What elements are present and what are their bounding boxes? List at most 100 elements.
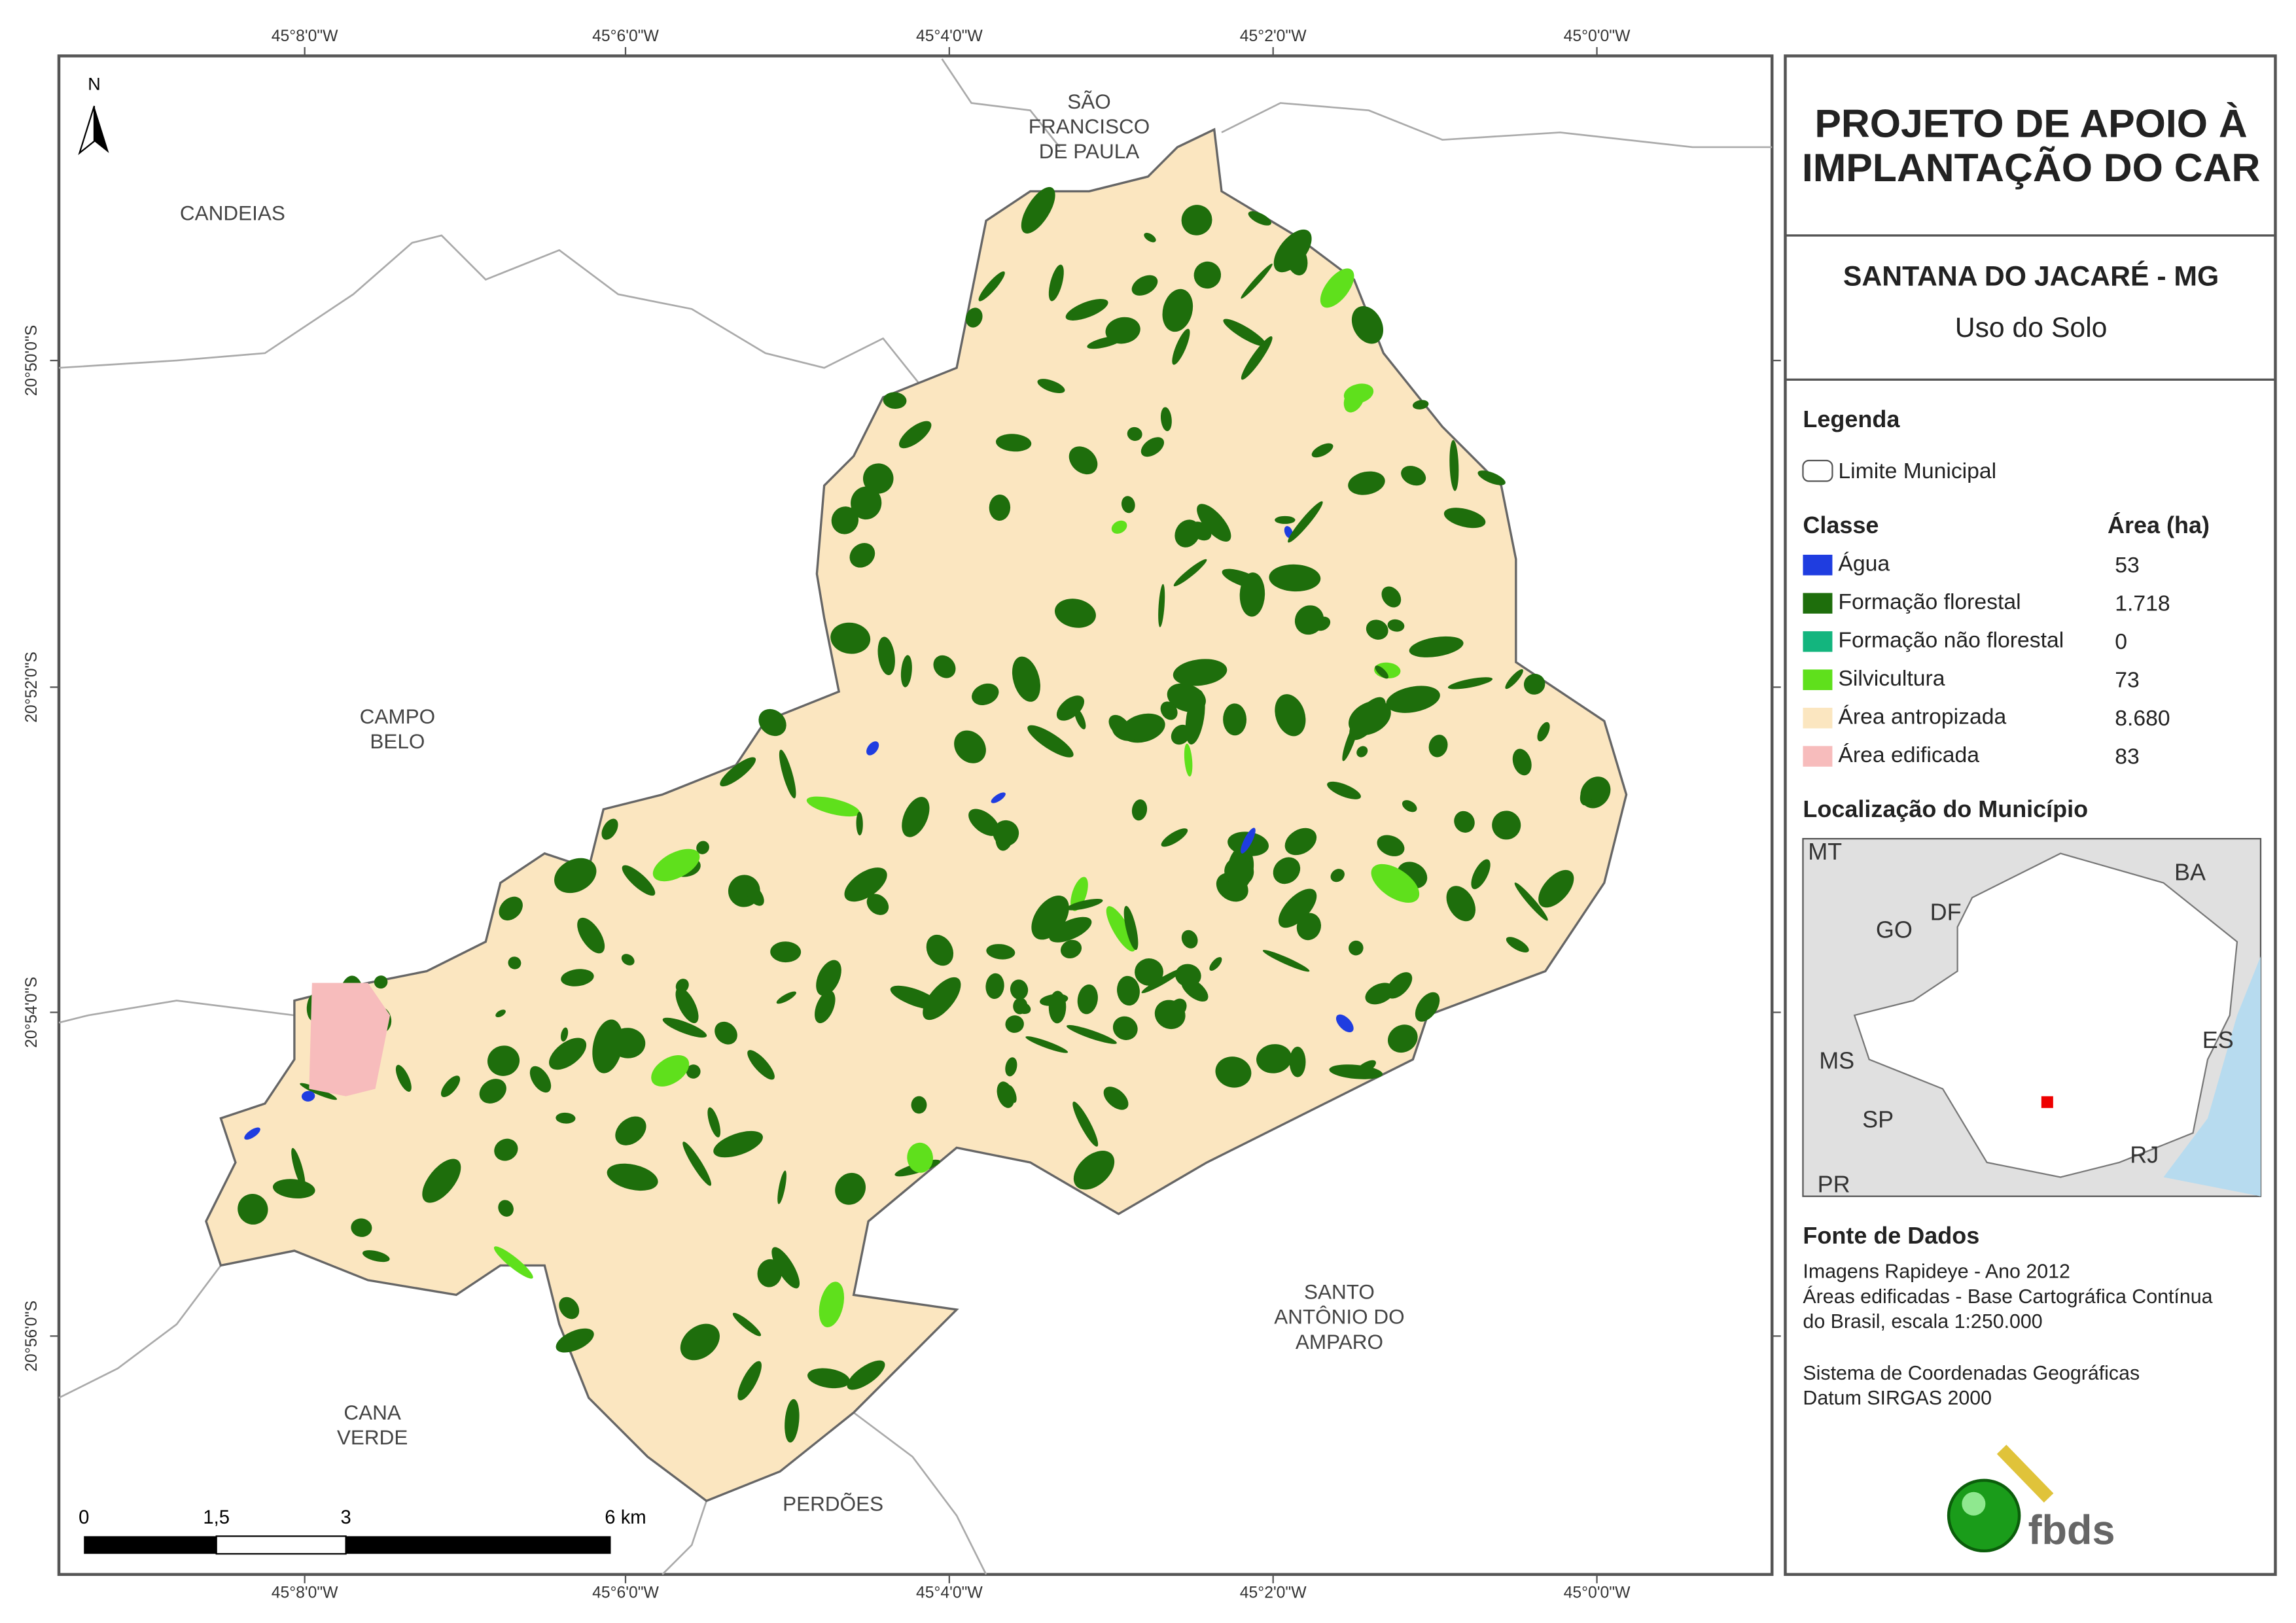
land-use-patch xyxy=(499,896,523,921)
area-header: Área (ha) xyxy=(2108,512,2210,538)
land-use-patch xyxy=(556,1328,594,1353)
y-coordinate-label: 20°52'0"S xyxy=(23,652,41,723)
land-use-patch xyxy=(1512,748,1532,776)
land-use-patch xyxy=(866,741,879,756)
land-use-patch xyxy=(1223,703,1247,736)
land-use-patch xyxy=(1514,882,1548,921)
land-use-patch xyxy=(1037,379,1065,394)
land-use-patch xyxy=(374,975,388,989)
land-use-patch xyxy=(607,1163,658,1191)
land-use-patch xyxy=(997,1081,1015,1108)
land-use-patch xyxy=(1505,669,1523,689)
scale-label: 3 xyxy=(340,1507,351,1528)
land-use-patch xyxy=(1356,746,1368,758)
land-use-patch xyxy=(900,655,912,688)
legend-area: 83 xyxy=(2115,744,2140,769)
inset-labels: MT BA GO DF ES MS SP RJ PR xyxy=(1808,838,2234,1197)
land-use-patch xyxy=(747,1050,775,1080)
legend-area: 53 xyxy=(2115,553,2140,578)
land-use-patch xyxy=(1073,1150,1115,1190)
land-use-patch xyxy=(1173,559,1207,587)
land-use-patch xyxy=(737,1361,762,1401)
source-line: Datum SIRGAS 2000 xyxy=(1803,1387,1992,1409)
land-use-patch xyxy=(554,858,597,894)
land-use-patch xyxy=(1349,940,1364,956)
land-use-patch xyxy=(968,809,1000,836)
logo-highlight xyxy=(1962,1492,1986,1516)
land-use-patch xyxy=(1069,446,1098,475)
land-use-patch xyxy=(933,655,956,678)
scale-bar xyxy=(84,1535,611,1555)
land-use-patch xyxy=(1131,275,1158,296)
land-use-patch xyxy=(1241,828,1256,854)
land-use-patch xyxy=(559,1297,580,1319)
land-use-patch xyxy=(1005,1057,1017,1077)
land-use-patch xyxy=(1161,828,1188,847)
land-use-patch xyxy=(1173,659,1227,686)
land-use-patch xyxy=(758,708,786,737)
legend-area: 73 xyxy=(2115,667,2140,692)
land-use-patch xyxy=(1288,501,1323,543)
scale-segment xyxy=(84,1536,217,1554)
land-use-patch xyxy=(682,1142,712,1186)
land-use-patch xyxy=(898,421,932,449)
land-use-patch xyxy=(1366,620,1388,640)
legend-label: Água xyxy=(1838,551,1890,576)
land-use-patch xyxy=(815,990,836,1024)
land-use-patch xyxy=(1184,743,1193,777)
source-line: Sistema de Coordenadas Geográficas xyxy=(1803,1363,2140,1384)
land-use-patch xyxy=(1278,888,1317,928)
land-use-patch xyxy=(1010,979,1029,1000)
land-use-patch xyxy=(1387,1024,1418,1053)
inset-label: GO xyxy=(1876,916,1913,943)
land-use-patch xyxy=(1294,605,1324,635)
land-use-patch xyxy=(621,954,635,966)
land-use-patch xyxy=(1311,443,1333,458)
land-use-patch xyxy=(1185,689,1205,745)
scale-label: 6 km xyxy=(605,1507,646,1528)
land-use-patch xyxy=(1103,1087,1129,1110)
scale-segment xyxy=(345,1536,611,1554)
inset-label: PR xyxy=(1818,1170,1850,1197)
land-use-patch xyxy=(1402,800,1417,812)
land-use-patch xyxy=(1031,895,1069,940)
logo-circle xyxy=(1947,1478,2021,1553)
land-use-patch xyxy=(849,543,875,568)
location-title: Localização do Município xyxy=(1803,795,2088,822)
logo-bar xyxy=(1996,1444,2054,1503)
place-label: DE PAULA xyxy=(1039,139,1139,163)
neighbor-boundary xyxy=(58,234,943,413)
land-use-patch xyxy=(622,865,656,896)
land-use-patch xyxy=(244,1127,260,1140)
land-use-patch xyxy=(713,1130,763,1158)
inset-label: ES xyxy=(2202,1026,2234,1053)
source-line: do Brasil, escala 1:250.000 xyxy=(1803,1311,2042,1333)
legend-classes: Água 53 Formação florestal 1.718 Formação nã… xyxy=(1803,551,2170,769)
land-use-patch xyxy=(395,1064,412,1092)
legend-swatch xyxy=(1803,554,1833,576)
land-use-patch xyxy=(1048,264,1064,302)
land-use-patch xyxy=(1112,1016,1138,1040)
land-use-patch xyxy=(862,463,894,494)
land-use-patch xyxy=(1330,869,1345,882)
land-use-patch xyxy=(745,884,764,906)
land-use-patch xyxy=(883,392,907,409)
land-use-patch xyxy=(1066,898,1103,911)
y-coordinate-label: 20°50'0"S xyxy=(23,325,41,396)
legend-area: 8.680 xyxy=(2115,706,2170,731)
land-use-patch xyxy=(991,792,1006,803)
land-use-patch xyxy=(1066,1024,1117,1044)
land-use-patch xyxy=(1284,828,1317,856)
land-use-patch xyxy=(1343,384,1366,413)
y-coordinate-label: 20°56'0"S xyxy=(23,1300,41,1372)
neighbor-boundary xyxy=(662,1500,707,1575)
scale-labels: 0 1,5 3 6 km xyxy=(79,1507,646,1528)
legend-area: 0 xyxy=(2115,629,2127,654)
land-use-patch xyxy=(866,894,889,915)
land-use-patch xyxy=(1117,975,1140,1006)
land-use-patch xyxy=(1241,263,1273,299)
land-use-patch xyxy=(1127,427,1142,441)
source-line: Imagens Rapideye - Ano 2012 xyxy=(1803,1261,2070,1283)
land-use-patch xyxy=(1275,694,1306,737)
